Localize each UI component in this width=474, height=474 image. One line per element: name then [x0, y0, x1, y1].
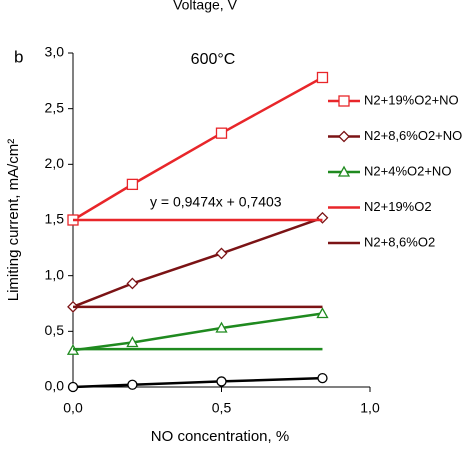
y-tick-label: 1,0: [45, 266, 65, 282]
y-tick-label: 2,5: [45, 99, 65, 115]
annotation: y = 0,9474x + 0,7403: [150, 194, 282, 210]
legend-label: N2+19%O2: [364, 199, 432, 214]
legend-marker: [338, 95, 350, 107]
y-tick-label: 2,0: [45, 155, 65, 171]
y-tick-label: 0,0: [45, 378, 65, 394]
marker: [127, 379, 138, 390]
legend-marker: [338, 130, 350, 143]
legend-label: N2+19%O2+NO: [364, 92, 459, 107]
marker: [317, 372, 328, 384]
marker: [316, 307, 329, 319]
panel-label: b: [14, 47, 23, 66]
legend-label: N2+8,6%O2+NO: [364, 128, 462, 143]
marker: [67, 381, 79, 393]
x-tick-label: 0,5: [212, 400, 232, 416]
legend-label: N2+4%O2+NO: [364, 163, 451, 178]
series-line: [72, 216, 323, 309]
marker: [126, 336, 139, 348]
chart-title: 600°C: [191, 51, 236, 68]
y-tick-label: 1,5: [45, 211, 65, 227]
x-axis-label: NO concentration, %: [151, 428, 289, 445]
y-axis-label: Limiting current, mA/cm²: [5, 139, 22, 302]
legend-marker: [337, 165, 351, 177]
series-line: [72, 76, 324, 222]
marker: [316, 71, 329, 84]
marker: [215, 127, 228, 139]
y-tick-label: 3,0: [45, 44, 65, 60]
y-tick-label: 0,5: [45, 322, 65, 338]
x-tick-label: 1,0: [360, 400, 380, 416]
legend-label: N2+8,6%O2: [364, 234, 435, 249]
marker: [126, 277, 139, 290]
series-line: [72, 312, 323, 352]
x-tick-label: 0,0: [63, 400, 83, 416]
marker: [215, 321, 228, 333]
marker: [126, 178, 139, 191]
marker: [216, 376, 227, 387]
series-line: [72, 376, 323, 389]
top-caption: Voltage, V: [173, 0, 237, 13]
marker: [215, 247, 228, 260]
marker: [316, 211, 329, 224]
